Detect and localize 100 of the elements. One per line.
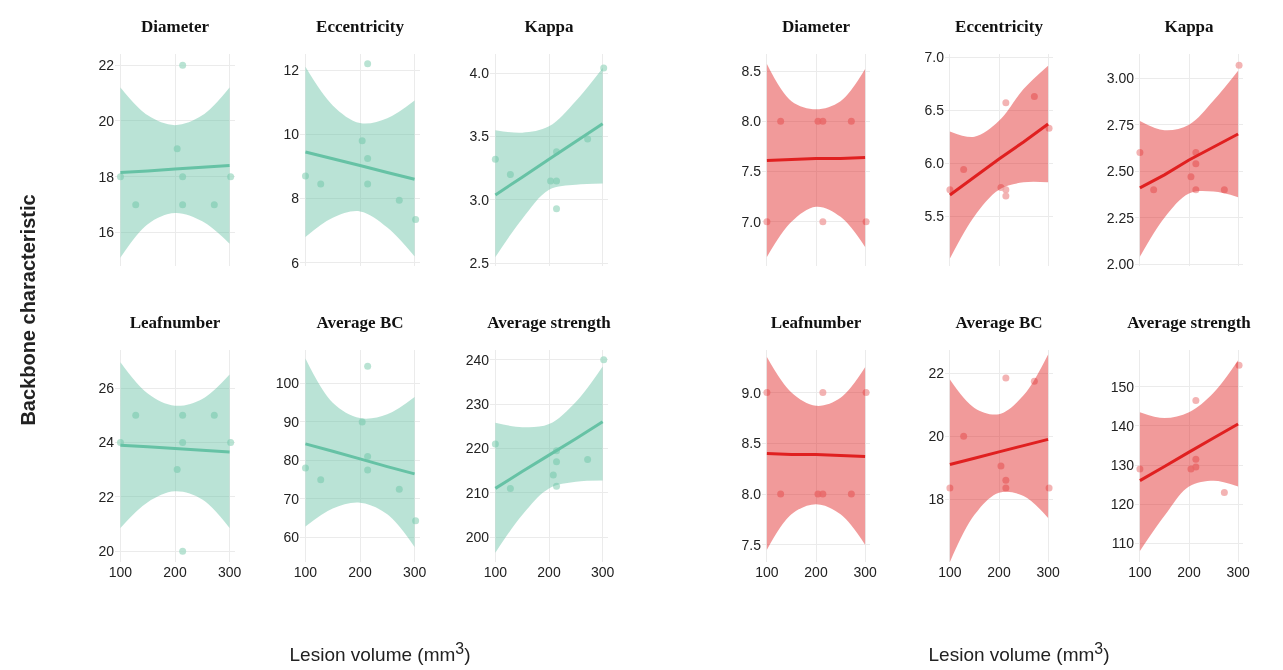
point bbox=[395, 196, 403, 204]
point bbox=[553, 458, 561, 466]
y-tick-label: 3.00 bbox=[1106, 70, 1135, 87]
chart-title: Average BC bbox=[316, 312, 404, 332]
x-tick-label: 300 bbox=[590, 564, 615, 580]
point bbox=[491, 155, 499, 163]
y-tick-label: 230 bbox=[465, 396, 490, 413]
y-tick-label: 7.5 bbox=[741, 163, 762, 180]
chart-title: Average strength bbox=[487, 312, 612, 332]
point bbox=[1220, 186, 1228, 194]
y-tick-label: 20 bbox=[98, 112, 115, 129]
point bbox=[132, 201, 140, 209]
y-tick-label: 12 bbox=[283, 61, 300, 78]
x-tick-label: 300 bbox=[1226, 564, 1250, 580]
y-tick-label: 22 bbox=[928, 365, 945, 382]
point bbox=[412, 215, 420, 223]
y-tick-label: 2.50 bbox=[1106, 163, 1135, 180]
point bbox=[960, 166, 968, 174]
y-tick-label: 8.5 bbox=[741, 62, 762, 79]
x-tick-label: 100 bbox=[1128, 564, 1152, 580]
y-tick-label: 20 bbox=[98, 543, 115, 560]
point bbox=[364, 453, 372, 461]
point bbox=[412, 517, 420, 525]
point bbox=[1002, 476, 1010, 484]
y-tick-label: 8.0 bbox=[741, 485, 762, 502]
line-series bbox=[1138, 422, 1240, 483]
y-tick-label: 140 bbox=[1110, 417, 1135, 434]
y-tick-label: 16 bbox=[98, 224, 115, 241]
x-tick-label: 300 bbox=[853, 564, 877, 580]
point bbox=[132, 411, 140, 419]
point bbox=[116, 173, 124, 181]
point bbox=[364, 466, 372, 474]
point bbox=[553, 177, 561, 185]
chart-title: Kappa bbox=[1164, 16, 1215, 36]
y-tick-label: 7.5 bbox=[741, 536, 762, 553]
y-tick-label: 8.5 bbox=[741, 435, 762, 452]
y-tick-label: 22 bbox=[98, 57, 115, 74]
y-tick-label: 110 bbox=[1111, 535, 1135, 552]
x-axis-title: Lesion volume (mm$^{3}$) bbox=[928, 640, 1110, 667]
y-tick-label: 120 bbox=[1110, 496, 1135, 513]
point bbox=[600, 64, 608, 72]
y-tick-label: 18 bbox=[928, 490, 945, 507]
point bbox=[600, 356, 608, 364]
x-tick-label: 200 bbox=[163, 564, 187, 580]
point bbox=[301, 464, 309, 472]
chart-title: Average BC bbox=[955, 312, 1043, 332]
point bbox=[179, 173, 187, 181]
line-series bbox=[948, 437, 1050, 466]
y-tick-label: 7.0 bbox=[924, 49, 945, 66]
point bbox=[1150, 186, 1158, 194]
y-tick-label: 22 bbox=[98, 488, 115, 505]
chart-title: Diameter bbox=[141, 16, 210, 36]
point bbox=[553, 205, 561, 213]
chart-title: Leafnumber bbox=[770, 312, 862, 332]
point bbox=[317, 476, 325, 484]
point bbox=[1002, 374, 1010, 382]
chart-title: Eccentricity bbox=[955, 16, 1044, 36]
point bbox=[1002, 192, 1010, 200]
y-tick-label: 8 bbox=[291, 190, 300, 207]
x-tick-label: 200 bbox=[804, 564, 828, 580]
y-tick-label: 7.0 bbox=[741, 213, 762, 230]
line-series bbox=[493, 420, 605, 490]
y-tick-label: 70 bbox=[283, 490, 300, 507]
point bbox=[173, 466, 181, 474]
x-axis-title: Lesion volume (mm$^{3}$) bbox=[289, 640, 471, 667]
point bbox=[1192, 396, 1200, 404]
point bbox=[1235, 61, 1243, 69]
y-tick-label: 220 bbox=[465, 440, 490, 457]
y-axis-title: Backbone characteristic bbox=[16, 194, 40, 426]
point bbox=[1187, 173, 1195, 181]
point bbox=[1136, 465, 1144, 473]
line-series bbox=[493, 122, 605, 197]
y-tick-label: 6.0 bbox=[924, 155, 945, 172]
point bbox=[1002, 484, 1010, 492]
chart-title: Diameter bbox=[782, 16, 851, 36]
chart-title: Leafnumber bbox=[129, 312, 221, 332]
point bbox=[173, 145, 181, 153]
x-tick-label: 200 bbox=[987, 564, 1011, 580]
point bbox=[227, 173, 235, 181]
line-series bbox=[1138, 132, 1240, 190]
point bbox=[553, 482, 561, 490]
x-tick-label: 300 bbox=[217, 564, 242, 580]
x-tick-label: 300 bbox=[402, 564, 427, 580]
point bbox=[1192, 455, 1200, 463]
point bbox=[997, 462, 1005, 470]
point bbox=[179, 438, 187, 446]
x-tick-label: 200 bbox=[348, 564, 372, 580]
y-tick-label: 2.75 bbox=[1106, 116, 1135, 133]
point bbox=[1002, 99, 1010, 107]
y-tick-label: 26 bbox=[98, 379, 115, 396]
point bbox=[364, 180, 372, 188]
point bbox=[1192, 160, 1200, 168]
point bbox=[364, 362, 372, 370]
x-tick-label: 200 bbox=[537, 564, 561, 580]
y-tick-label: 18 bbox=[98, 168, 115, 185]
y-tick-label: 24 bbox=[98, 434, 115, 451]
y-tick-label: 80 bbox=[283, 452, 300, 469]
y-tick-label: 100 bbox=[275, 375, 300, 392]
point bbox=[1002, 186, 1010, 194]
point bbox=[584, 456, 592, 464]
